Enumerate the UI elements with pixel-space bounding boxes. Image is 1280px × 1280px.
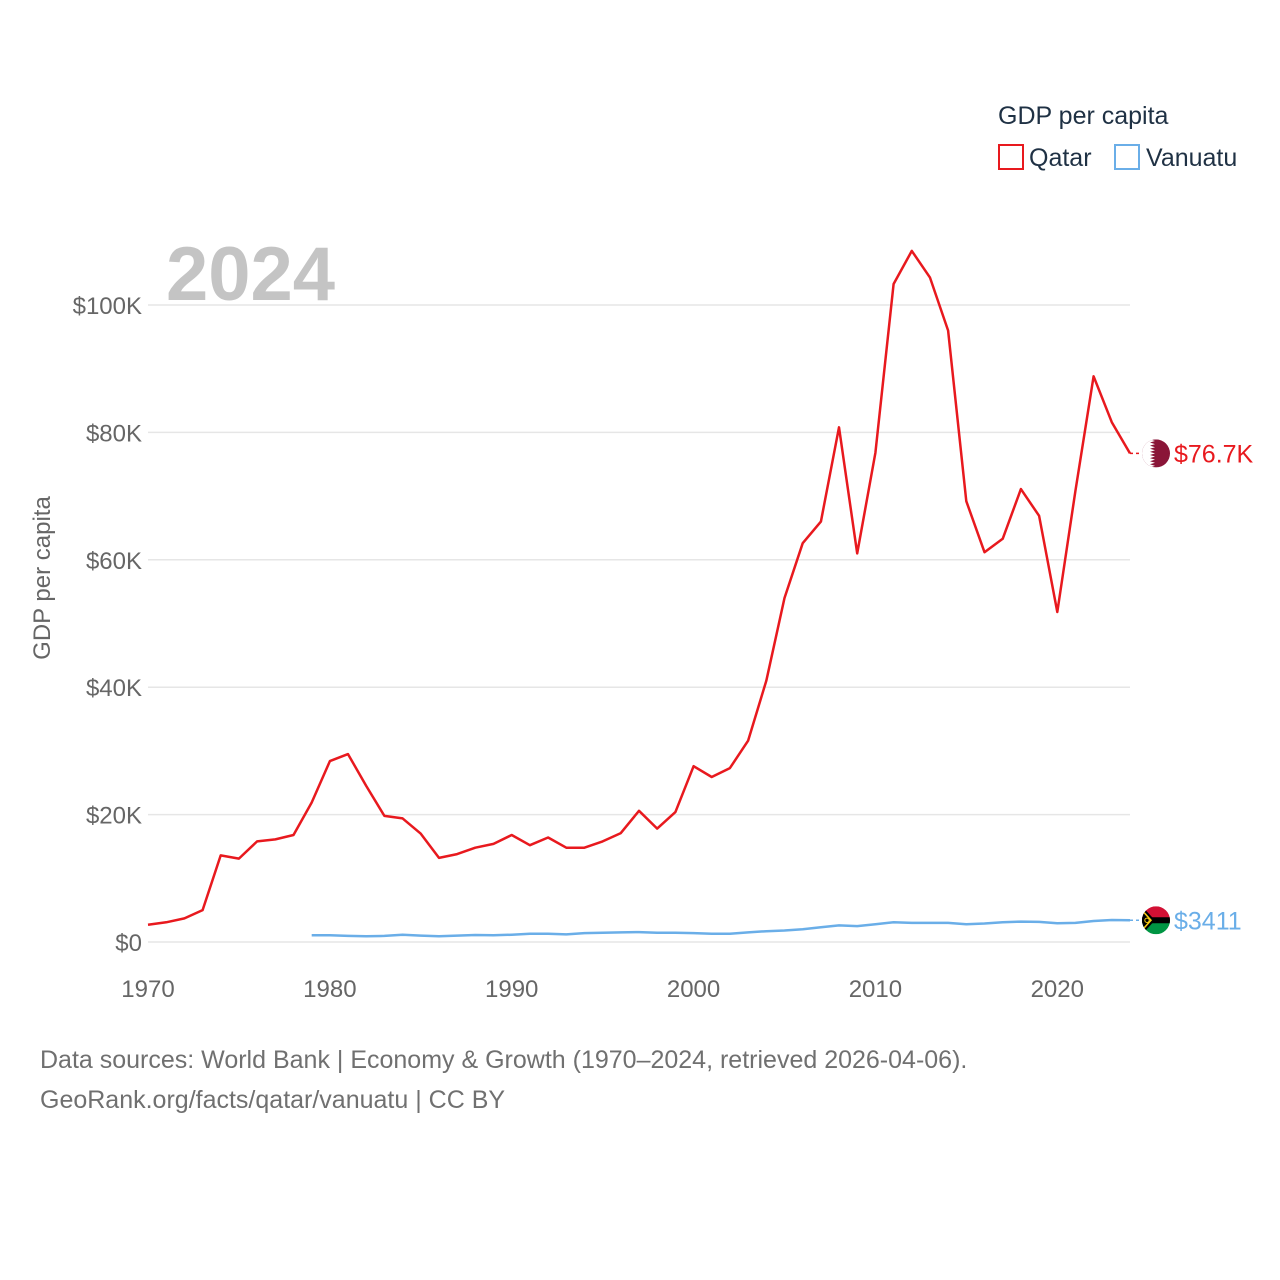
- end-labels: $76.7K $3411: [1130, 439, 1254, 935]
- legend-title: GDP per capita: [998, 102, 1169, 130]
- legend-label-vanuatu: Vanuatu: [1146, 144, 1237, 172]
- y-tick-label: $80K: [86, 420, 142, 447]
- y-tick-label: $20K: [86, 803, 142, 830]
- y-tick-label: $40K: [86, 675, 142, 702]
- legend-label-qatar: Qatar: [1029, 144, 1092, 172]
- y-axis: $0 $20K $40K $60K $80K $100K: [73, 293, 142, 957]
- x-tick-label: 2020: [1031, 976, 1084, 1003]
- series-lines: [147, 249, 1132, 938]
- year-label: 2024: [166, 232, 335, 317]
- end-label-qatar: $76.7K: [1174, 440, 1254, 468]
- footer-link[interactable]: GeoRank.org/facts/qatar/vanuatu | CC BY: [40, 1086, 506, 1114]
- x-tick-label: 2000: [667, 976, 720, 1003]
- gridlines: [148, 304, 1130, 943]
- x-tick-label: 2010: [849, 976, 902, 1003]
- x-tick-label: 1980: [303, 976, 356, 1003]
- x-axis: 1970 1980 1990 2000 2010 2020: [121, 976, 1084, 1003]
- footer-sources: Data sources: World Bank | Economy & Gro…: [40, 1046, 968, 1074]
- legend-swatch-vanuatu: [1114, 144, 1140, 170]
- footer: Data sources: World Bank | Economy & Gro…: [40, 1040, 967, 1120]
- y-tick-label: $60K: [86, 548, 142, 575]
- vanuatu-flag-icon: [1142, 906, 1170, 935]
- y-tick-label: $100K: [73, 293, 142, 320]
- x-tick-label: 1990: [485, 976, 538, 1003]
- legend-item-vanuatu[interactable]: Vanuatu: [1114, 144, 1237, 172]
- end-label-vanuatu: $3411: [1174, 907, 1242, 935]
- legend-item-qatar[interactable]: Qatar: [998, 144, 1092, 172]
- series-line-qatar[interactable]: [147, 249, 1132, 927]
- y-axis-title: GDP per capita: [29, 496, 56, 660]
- y-tick-label: $0: [115, 930, 142, 957]
- qatar-flag-icon: [1142, 439, 1170, 468]
- legend-swatch-qatar: [998, 144, 1024, 170]
- x-tick-label: 1970: [121, 976, 174, 1003]
- legend: GDP per capita Qatar Vanuatu: [998, 102, 1237, 172]
- series-line-vanuatu[interactable]: [311, 918, 1131, 938]
